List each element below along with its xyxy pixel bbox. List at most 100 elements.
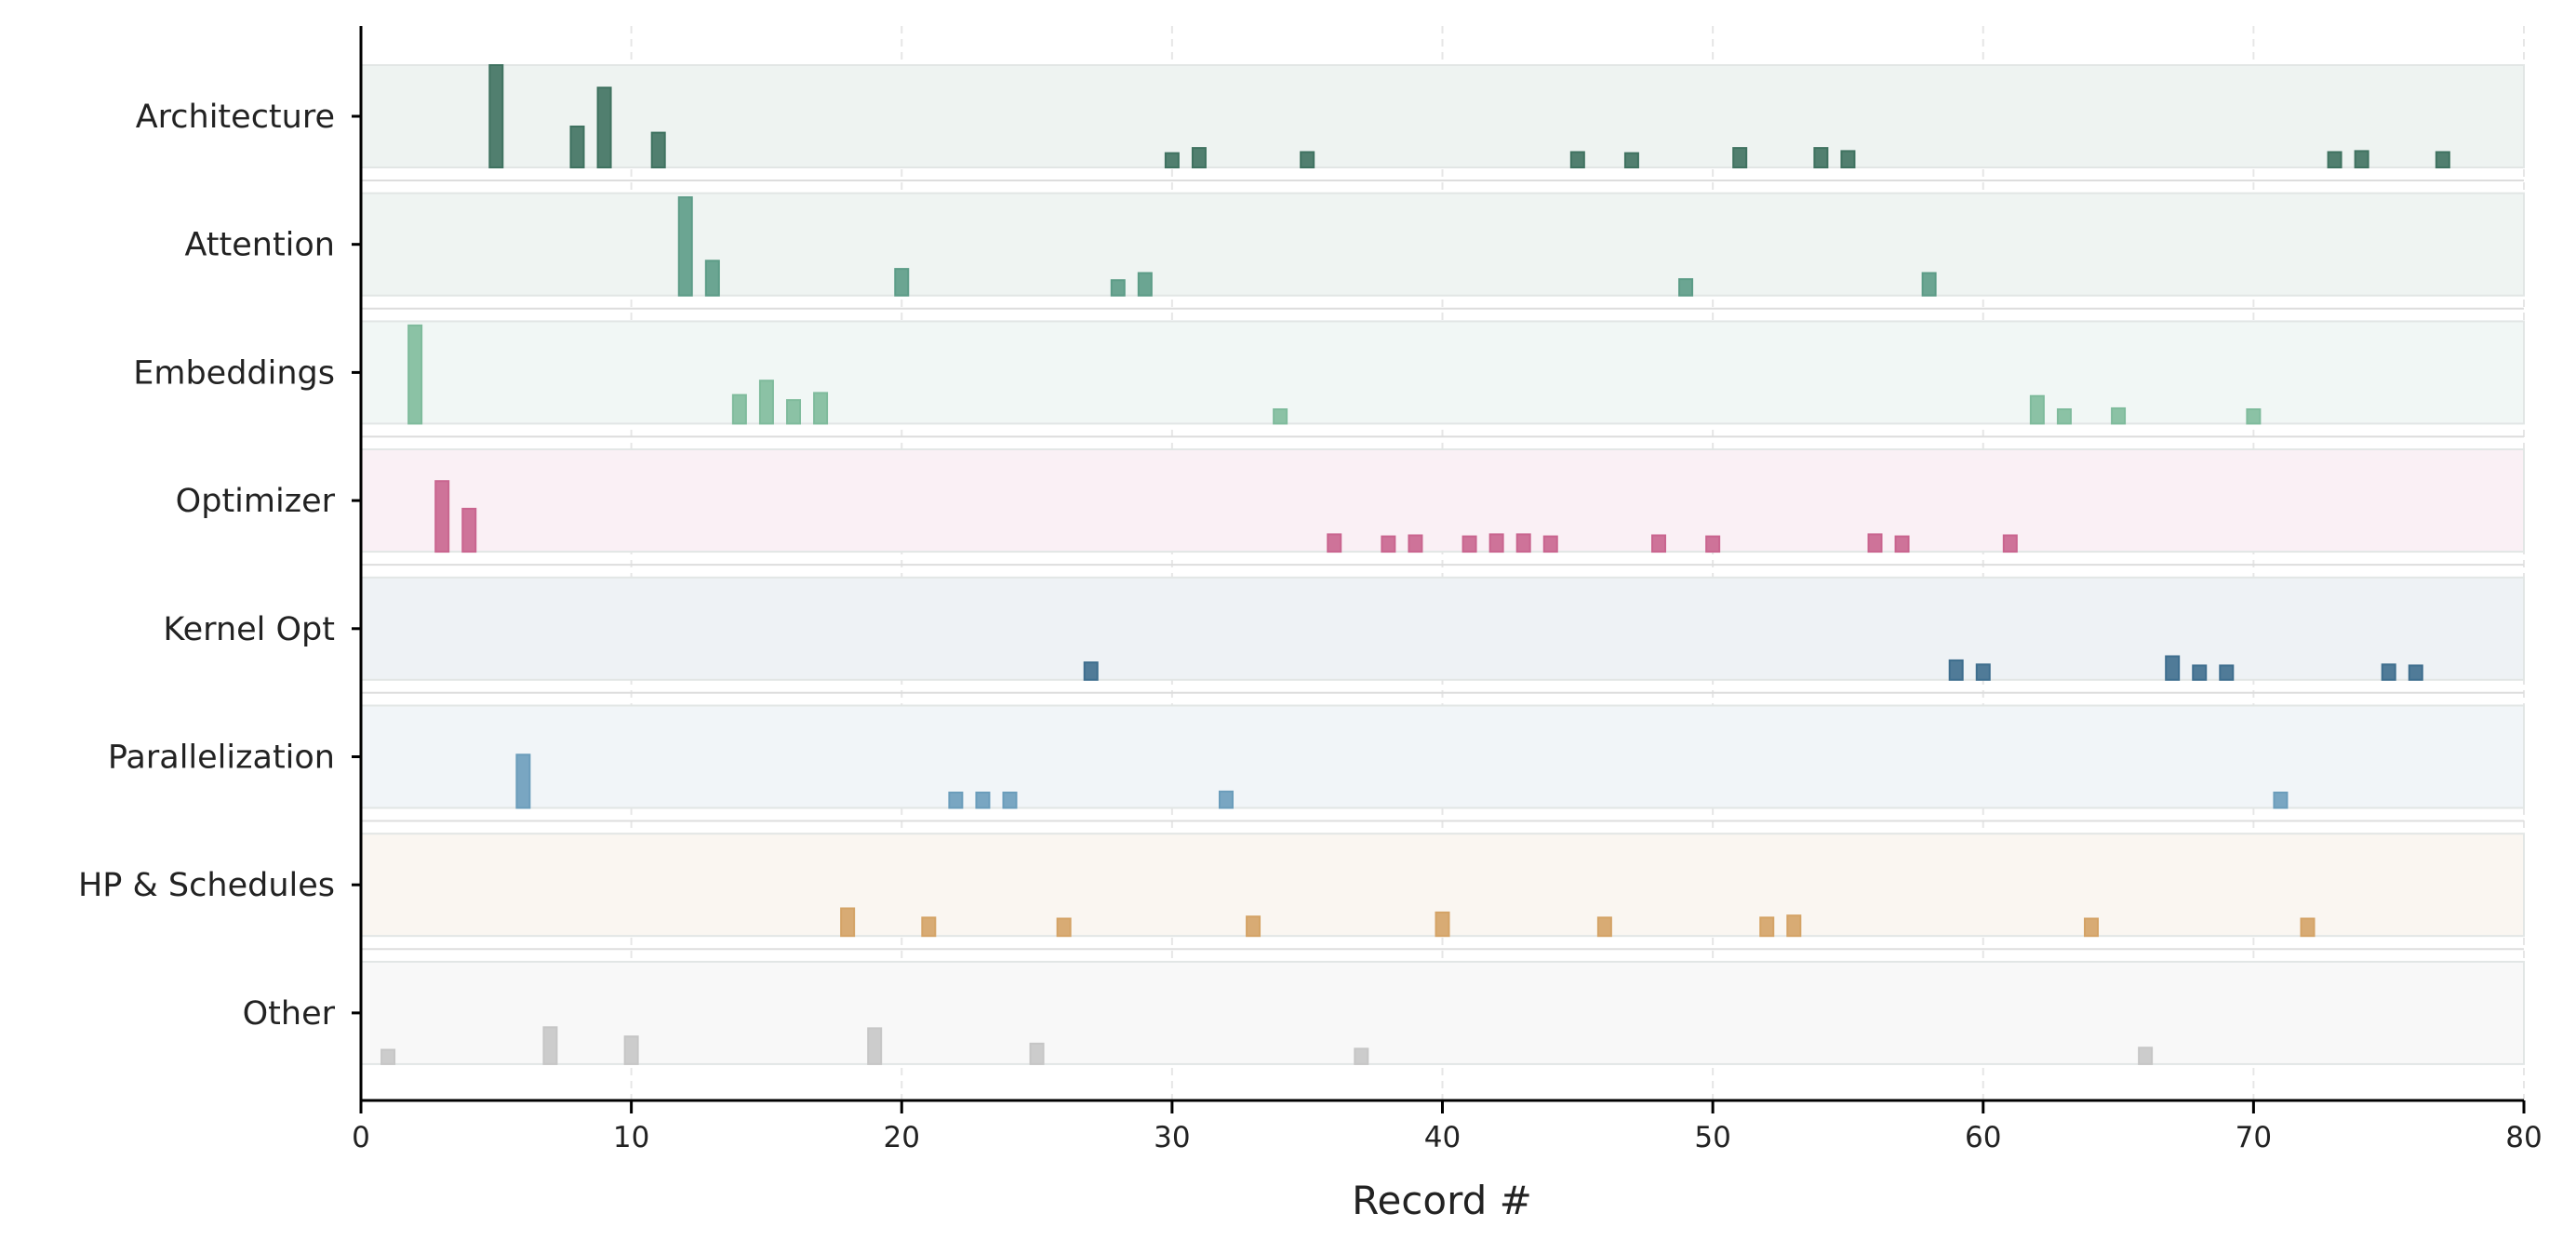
bar-optimizer-57 [1894, 535, 1910, 553]
bar-other-1 [380, 1048, 396, 1065]
bar-embeddings-62 [2029, 394, 2045, 425]
gridlines [360, 26, 2525, 1100]
bar-other-7 [542, 1026, 558, 1065]
bar-hp-schedules-46 [1596, 916, 1612, 938]
bar-architecture-30 [1164, 152, 1180, 169]
bar-attention-20 [894, 268, 910, 297]
bar-attention-12 [677, 196, 693, 297]
bar-architecture-11 [650, 131, 666, 169]
y-tick-label: Optimizer [176, 483, 336, 520]
row-band [360, 192, 2525, 297]
bar-embeddings-65 [2111, 407, 2127, 425]
bar-architecture-5 [488, 64, 504, 168]
x-tick-label: 0 [352, 1121, 370, 1154]
bar-embeddings-70 [2246, 408, 2262, 425]
bar-hp-schedules-33 [1246, 915, 1261, 938]
bar-embeddings-14 [731, 393, 747, 425]
bars [380, 64, 2450, 1065]
bar-optimizer-41 [1462, 535, 1477, 553]
bar-optimizer-42 [1488, 533, 1504, 553]
x-tick-label: 40 [1424, 1121, 1461, 1154]
bar-architecture-45 [1569, 151, 1585, 168]
x-tick-label: 10 [613, 1121, 649, 1154]
bar-optimizer-38 [1381, 535, 1396, 553]
x-axis-title: Record # [1352, 1178, 1532, 1223]
x-tick-label: 70 [2236, 1121, 2272, 1154]
y-tick-label: Parallelization [108, 740, 335, 777]
y-tick-label: Attention [184, 227, 335, 264]
bar-kernel-opt-27 [1083, 661, 1099, 681]
bar-embeddings-63 [2056, 408, 2072, 425]
x-tick-label: 30 [1154, 1121, 1190, 1154]
bar-architecture-77 [2435, 151, 2450, 168]
bar-kernel-opt-76 [2408, 664, 2423, 681]
bar-hp-schedules-53 [1786, 914, 1802, 938]
bar-attention-29 [1137, 272, 1153, 297]
bar-kernel-opt-69 [2219, 664, 2235, 681]
row-band [360, 704, 2525, 809]
row-bands [360, 64, 2525, 1065]
row-band [360, 320, 2525, 425]
y-tick-label: Embeddings [133, 354, 335, 392]
bar-hp-schedules-52 [1759, 916, 1775, 938]
bar-optimizer-4 [461, 507, 477, 553]
x-tick-label: 50 [1694, 1121, 1730, 1154]
y-tick-label: Kernel Opt [163, 611, 335, 648]
bar-optimizer-43 [1515, 533, 1531, 553]
y-tick-label: Other [243, 995, 336, 1033]
bar-attention-49 [1678, 278, 1694, 297]
x-tick-label: 20 [884, 1121, 920, 1154]
bar-optimizer-56 [1867, 533, 1883, 553]
axes: Architecture Attention Embeddings Optimizer… [78, 26, 2543, 1154]
bar-other-66 [2138, 1046, 2154, 1065]
bar-parallelization-23 [975, 792, 991, 809]
bar-embeddings-17 [813, 392, 829, 425]
bar-architecture-31 [1191, 147, 1207, 169]
bar-hp-schedules-18 [840, 907, 856, 938]
bar-architecture-35 [1300, 151, 1315, 168]
bar-optimizer-48 [1651, 534, 1666, 553]
bar-optimizer-50 [1705, 535, 1721, 553]
bar-embeddings-16 [786, 399, 801, 425]
row-band [360, 576, 2525, 681]
bar-embeddings-15 [758, 380, 774, 425]
bar-optimizer-36 [1327, 533, 1342, 553]
bar-embeddings-34 [1273, 408, 1288, 425]
bar-attention-13 [704, 260, 720, 297]
bar-optimizer-39 [1408, 534, 1423, 553]
bar-parallelization-22 [948, 792, 964, 809]
x-tick-label: 80 [2505, 1121, 2542, 1154]
bar-architecture-55 [1840, 150, 1856, 168]
bar-other-10 [623, 1035, 639, 1065]
bar-hp-schedules-72 [2300, 917, 2316, 938]
bar-other-25 [1029, 1042, 1045, 1065]
bar-parallelization-6 [515, 753, 531, 809]
bar-other-19 [867, 1027, 883, 1065]
bar-optimizer-3 [434, 480, 450, 553]
bar-architecture-54 [1813, 147, 1829, 169]
bar-architecture-9 [596, 87, 612, 168]
bar-kernel-opt-68 [2192, 664, 2208, 681]
bar-optimizer-61 [2002, 534, 2018, 553]
bar-parallelization-71 [2273, 792, 2289, 809]
bar-architecture-8 [569, 126, 585, 168]
y-tick-label: Architecture [136, 99, 335, 136]
row-band [360, 960, 2525, 1065]
bar-architecture-51 [1732, 147, 1748, 169]
bar-optimizer-44 [1542, 535, 1558, 553]
bar-other-37 [1354, 1047, 1369, 1065]
bar-hp-schedules-40 [1435, 911, 1450, 938]
bar-attention-28 [1110, 279, 1126, 297]
x-tick-label: 60 [1965, 1121, 2001, 1154]
bar-kernel-opt-59 [1948, 659, 1964, 681]
row-band [360, 64, 2525, 168]
y-tick-label: HP & Schedules [78, 867, 335, 904]
bar-hp-schedules-26 [1056, 917, 1072, 938]
bar-attention-58 [1921, 272, 1937, 297]
bar-kernel-opt-75 [2381, 663, 2396, 681]
bar-parallelization-32 [1219, 790, 1234, 809]
bar-embeddings-2 [407, 324, 423, 425]
row-band [360, 448, 2525, 553]
bar-parallelization-24 [1002, 792, 1018, 809]
